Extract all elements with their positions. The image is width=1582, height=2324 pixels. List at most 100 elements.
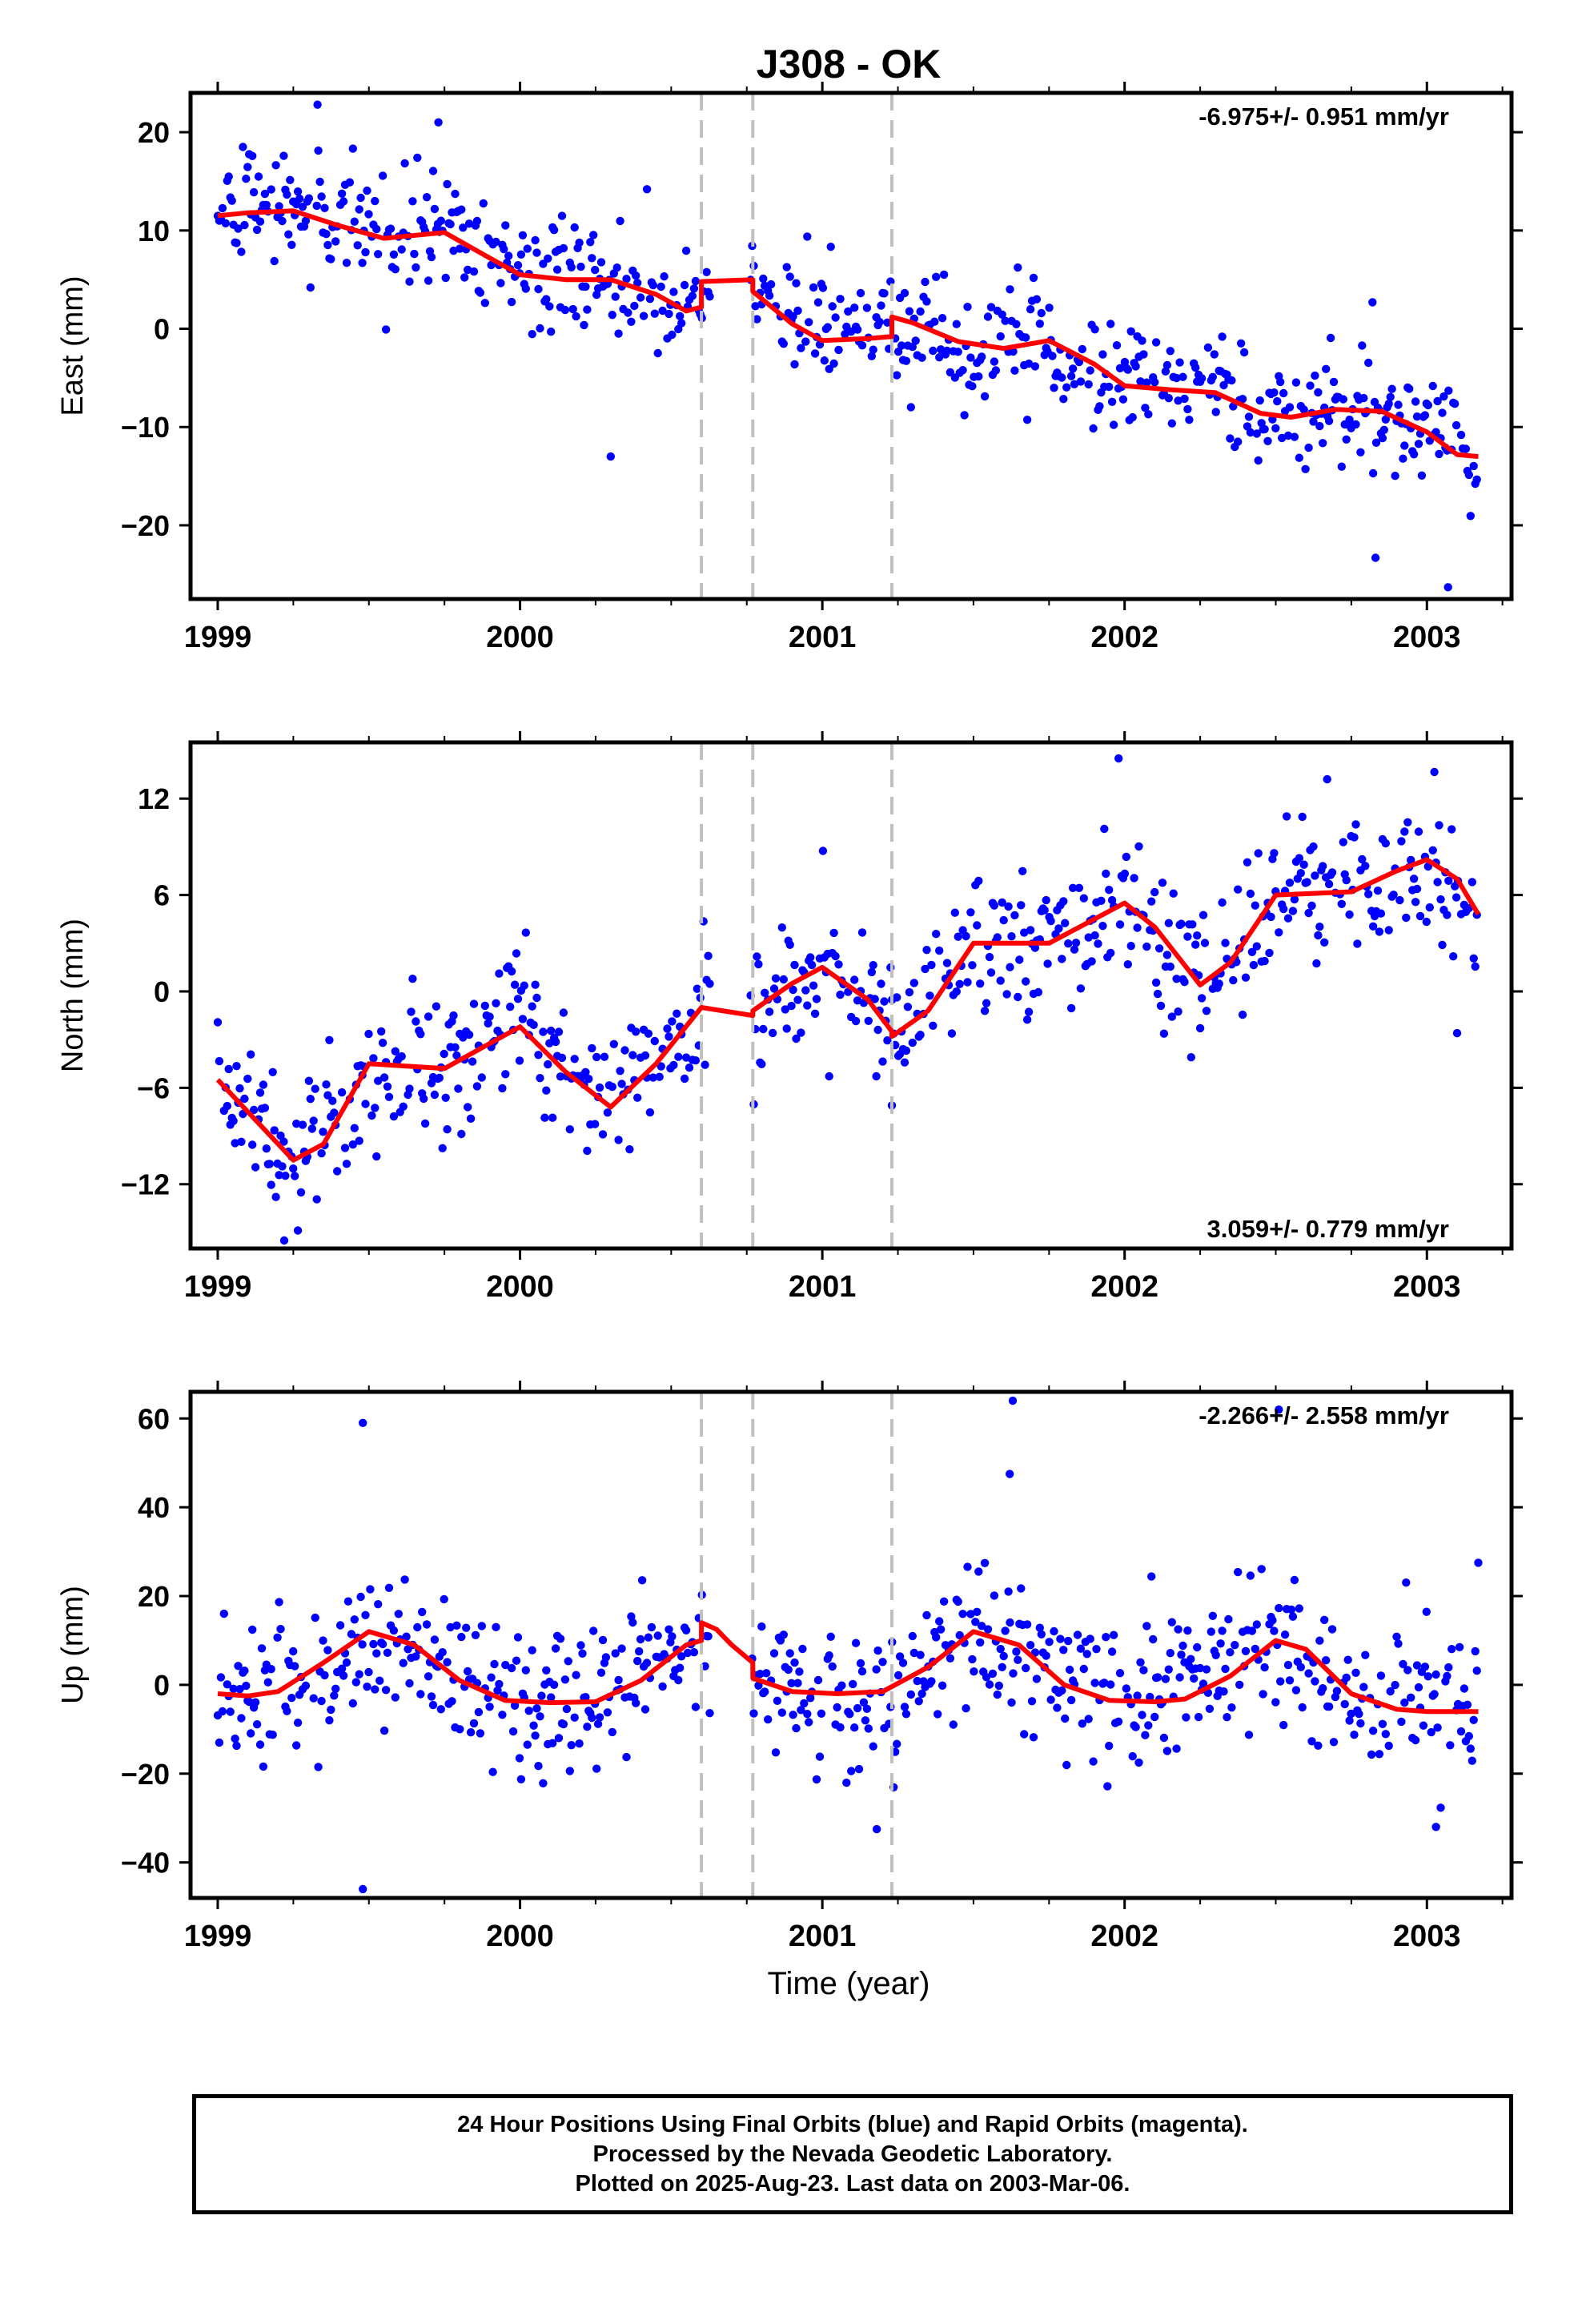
east-model-line — [217, 208, 1479, 460]
east-point-567 — [1339, 395, 1348, 404]
up-point-474 — [1141, 1731, 1150, 1739]
east-point-243 — [669, 287, 678, 296]
east-point-539 — [1285, 403, 1295, 412]
up-point-194 — [575, 1739, 584, 1748]
up-point-378 — [962, 1704, 970, 1713]
north-point-55 — [312, 1195, 321, 1204]
north-point-615 — [1433, 878, 1442, 887]
east-point-390 — [998, 310, 1006, 319]
up-point-264 — [704, 1632, 713, 1641]
east-xtick-label-0: 1999 — [184, 621, 252, 654]
up-point-178 — [547, 1693, 556, 1702]
east-point-446 — [1106, 320, 1115, 328]
up-panel: 1999 2000 2001 2002 2003 60 40 20 0 −20 −40 Up (mm… — [56, 1381, 1523, 1953]
up-point-258 — [689, 1648, 699, 1657]
up-point-83 — [374, 1600, 383, 1609]
east-point-102 — [400, 159, 409, 168]
east-point-445 — [1105, 382, 1114, 392]
north-point-145 — [485, 1012, 494, 1021]
north-point-475 — [1162, 951, 1172, 959]
north-point-57 — [319, 1128, 327, 1136]
east-point-282 — [789, 312, 797, 321]
up-point-196 — [578, 1649, 587, 1658]
north-point-8 — [229, 1116, 238, 1125]
north-point-606 — [1414, 827, 1423, 836]
north-point-428 — [1074, 883, 1084, 893]
north-point-114 — [432, 1002, 441, 1011]
north-point-139 — [472, 1082, 482, 1091]
up-point-11 — [234, 1662, 243, 1671]
up-point-379 — [963, 1562, 972, 1571]
north-point-320 — [867, 967, 877, 977]
east-point-380 — [978, 352, 986, 361]
east-point-472 — [1151, 338, 1161, 347]
east-point-613 — [1417, 471, 1427, 480]
up-point-376 — [958, 1610, 967, 1618]
north-point-617 — [1436, 895, 1445, 904]
north-point-376 — [976, 979, 985, 988]
up-point-113 — [428, 1700, 438, 1710]
north-panel: 1999 2000 2001 2002 2003 12 6 0 −6 −12 North (mm)… — [56, 731, 1523, 1304]
up-point-328 — [864, 1724, 873, 1733]
up-point-211 — [601, 1653, 611, 1662]
north-point-75 — [355, 1136, 363, 1145]
east-point-47 — [293, 187, 303, 196]
up-point-180 — [549, 1680, 559, 1689]
north-point-457 — [1130, 874, 1138, 883]
north-point-134 — [464, 1103, 472, 1112]
up-point-8 — [229, 1684, 238, 1693]
east-point-642 — [1472, 475, 1481, 484]
east-point-482 — [1174, 396, 1182, 405]
up-point-60 — [331, 1684, 340, 1693]
north-point-167 — [521, 928, 530, 937]
east-point-177 — [542, 295, 551, 304]
east-point-515 — [1238, 395, 1247, 404]
north-point-213 — [609, 1039, 618, 1049]
north-point-564 — [1327, 868, 1337, 877]
north-point-472 — [1158, 879, 1167, 887]
up-point-411 — [1020, 1730, 1029, 1739]
up-point-167 — [529, 1721, 538, 1730]
up-point-169 — [532, 1704, 541, 1713]
up-point-226 — [632, 1699, 640, 1707]
east-point-610 — [1412, 412, 1422, 421]
up-ytick-label-0: 60 — [138, 1402, 170, 1435]
up-point-158 — [513, 1633, 523, 1642]
north-point-465 — [1147, 897, 1156, 906]
up-point-74 — [356, 1592, 365, 1602]
up-point-563 — [1295, 1604, 1304, 1613]
north-point-327 — [878, 1057, 887, 1066]
east-point-601 — [1399, 454, 1407, 463]
up-point-416 — [1029, 1733, 1038, 1742]
north-point-302 — [825, 1072, 833, 1081]
up-point-346 — [901, 1710, 911, 1719]
north-point-180 — [545, 1039, 554, 1047]
up-point-393 — [988, 1669, 998, 1679]
north-point-478 — [1167, 1012, 1177, 1021]
east-point-192 — [568, 304, 577, 314]
east-point-124 — [441, 273, 450, 283]
north-point-388 — [999, 915, 1008, 925]
east-point-509 — [1227, 376, 1236, 385]
east-point-536 — [1279, 388, 1288, 398]
east-event-lines — [700, 93, 893, 599]
up-point-79 — [366, 1585, 375, 1594]
up-point-391 — [983, 1625, 993, 1634]
up-point-495 — [1175, 1673, 1184, 1682]
up-point-5 — [223, 1680, 231, 1689]
north-point-562 — [1324, 879, 1334, 889]
east-point-440 — [1095, 402, 1104, 411]
up-point-553 — [1279, 1720, 1288, 1730]
north-point-176 — [539, 1027, 548, 1036]
east-point-483 — [1175, 358, 1184, 367]
north-point-421 — [1059, 897, 1068, 906]
north-point-392 — [1007, 932, 1016, 941]
east-point-135 — [459, 223, 468, 232]
up-point-600 — [1367, 1750, 1376, 1759]
footer-line-1: 24 Hour Positions Using Final Orbits (bl… — [457, 2111, 1248, 2137]
up-point-538 — [1251, 1644, 1260, 1654]
east-point-369 — [958, 366, 967, 375]
east-point-191 — [567, 263, 576, 271]
north-point-422 — [1061, 919, 1070, 927]
up-point-13 — [237, 1714, 246, 1723]
